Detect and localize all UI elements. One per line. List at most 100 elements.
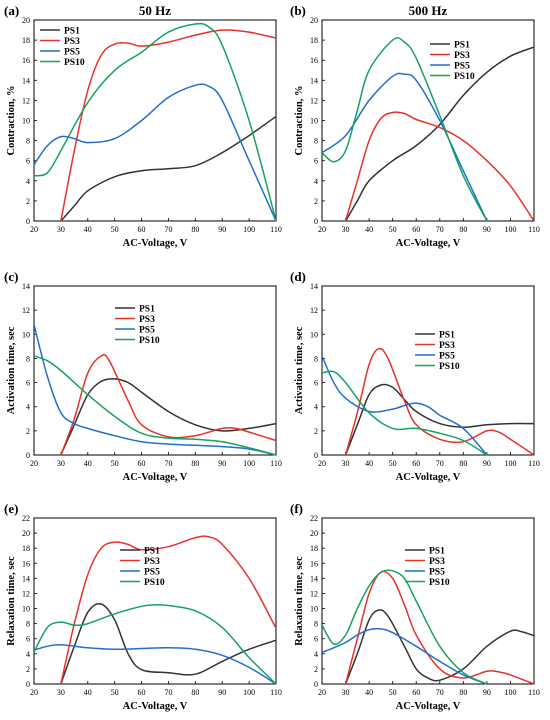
legend-label: PS5	[429, 568, 445, 578]
y-axis-label: Activation time, sec	[294, 326, 305, 414]
y-tick-label: 14	[310, 76, 318, 85]
x-tick-label: 50	[389, 688, 397, 697]
x-axis-label: AC-Voltage, V	[123, 472, 188, 483]
panel-label: (a)	[4, 3, 19, 18]
x-tick-label: 20	[318, 225, 326, 234]
x-axis-label: AC-Voltage, V	[396, 701, 461, 712]
y-tick-label: 18	[22, 36, 30, 45]
x-tick-label: 50	[111, 225, 119, 234]
legend-label: PS10	[429, 578, 450, 588]
y-tick-label: 10	[22, 605, 30, 614]
x-tick-label: 60	[138, 688, 146, 697]
x-tick-label: 90	[218, 688, 226, 697]
chart-panel: 20 30 40 50 60 70 80 90 100 110 0 2 4 6 8 10 12 14 16 18 20 2…	[290, 501, 540, 712]
y-tick-label: 14	[310, 574, 318, 583]
x-tick-label: 110	[270, 688, 282, 697]
legend-label: PS5	[64, 48, 80, 58]
x-tick-label: 110	[528, 688, 540, 697]
series-line-ps3	[344, 111, 534, 222]
y-tick-label: 4	[26, 403, 30, 412]
series-line-ps1	[344, 383, 534, 456]
plot-frame	[321, 517, 535, 685]
x-tick-label: 80	[459, 459, 467, 468]
x-tick-label: 90	[483, 225, 491, 234]
y-tick-label: 0	[26, 451, 30, 460]
y-tick-label: 8	[314, 354, 318, 363]
panel-label: (f)	[290, 501, 303, 516]
y-tick-label: 6	[26, 635, 30, 644]
series-line-ps10	[322, 569, 488, 685]
y-tick-label: 16	[310, 56, 318, 65]
legend-label: PS3	[64, 37, 80, 47]
x-tick-label: 100	[243, 459, 255, 468]
x-tick-label: 80	[191, 688, 199, 697]
series-line-ps3	[60, 29, 276, 222]
x-tick-label: 50	[389, 459, 397, 468]
chart-panel: 20 30 40 50 60 70 80 90 100 110 0 2 4 6 8 10 12 14 AC-Volt…	[4, 269, 282, 483]
series-group	[34, 22, 276, 222]
chart-panel: 20 30 40 50 60 70 80 90 100 110 0 2 4 6 8 10 12 14 AC-Volt…	[290, 269, 540, 483]
y-tick-label: 20	[22, 529, 30, 538]
panel-label: (e)	[4, 501, 18, 516]
x-tick-label: 110	[528, 459, 540, 468]
legend-label: PS1	[429, 547, 445, 557]
series-group	[34, 535, 276, 685]
y-tick-label: 8	[26, 620, 30, 629]
series-line-ps5	[322, 627, 488, 685]
y-tick-label: 20	[310, 16, 318, 25]
x-tick-label: 30	[57, 688, 65, 697]
x-tick-label: 110	[270, 225, 282, 234]
legend-label: PS5	[139, 326, 155, 336]
legend-label: PS10	[64, 58, 85, 68]
y-tick-label: 16	[22, 559, 30, 568]
y-tick-label: 2	[314, 427, 318, 436]
y-tick-label: 18	[310, 544, 318, 553]
chart-panel: 20 30 40 50 60 70 80 90 100 110 0 2 4 6 8 10 12 14 16 18 20 A…	[4, 3, 282, 249]
y-tick-label: 16	[22, 56, 30, 65]
x-tick-label: 30	[57, 459, 65, 468]
y-tick-label: 2	[26, 197, 30, 206]
x-tick-label: 60	[138, 225, 146, 234]
x-tick-label: 20	[30, 459, 38, 468]
y-tick-label: 6	[314, 379, 318, 388]
series-group	[322, 37, 534, 222]
x-tick-label: 40	[365, 688, 373, 697]
x-tick-label: 30	[57, 225, 65, 234]
x-tick-label: 20	[30, 688, 38, 697]
y-tick-label: 12	[310, 306, 318, 315]
series-line-ps3	[344, 347, 534, 456]
y-tick-label: 10	[310, 330, 318, 339]
y-axis-label: Relaxation time, sec	[6, 556, 17, 646]
x-tick-label: 80	[459, 688, 467, 697]
series-line-ps5	[322, 355, 488, 456]
x-tick-label: 20	[30, 225, 38, 234]
legend-label: PS3	[139, 315, 155, 325]
x-tick-label: 50	[111, 688, 119, 697]
y-tick-label: 4	[26, 177, 30, 186]
x-tick-label: 30	[342, 459, 350, 468]
legend-label: PS10	[144, 578, 165, 588]
y-tick-label: 22	[22, 514, 30, 523]
legend-label: PS3	[429, 557, 445, 567]
x-tick-label: 20	[318, 688, 326, 697]
x-axis-label: AC-Voltage, V	[396, 238, 461, 249]
legend-label: PS5	[454, 62, 470, 72]
y-axis-label: Activation time, sec	[6, 326, 17, 414]
y-tick-label: 18	[22, 544, 30, 553]
x-tick-label: 90	[483, 688, 491, 697]
legend-label: PS10	[139, 336, 160, 346]
panel-title: 50 Hz	[139, 3, 171, 18]
legend-label: PS3	[439, 341, 455, 351]
y-tick-label: 4	[26, 650, 30, 659]
series-line-ps10	[34, 355, 276, 456]
y-tick-label: 8	[26, 354, 30, 363]
y-tick-label: 2	[314, 197, 318, 206]
series-line-ps10	[322, 370, 488, 456]
legend-label: PS5	[144, 568, 160, 578]
